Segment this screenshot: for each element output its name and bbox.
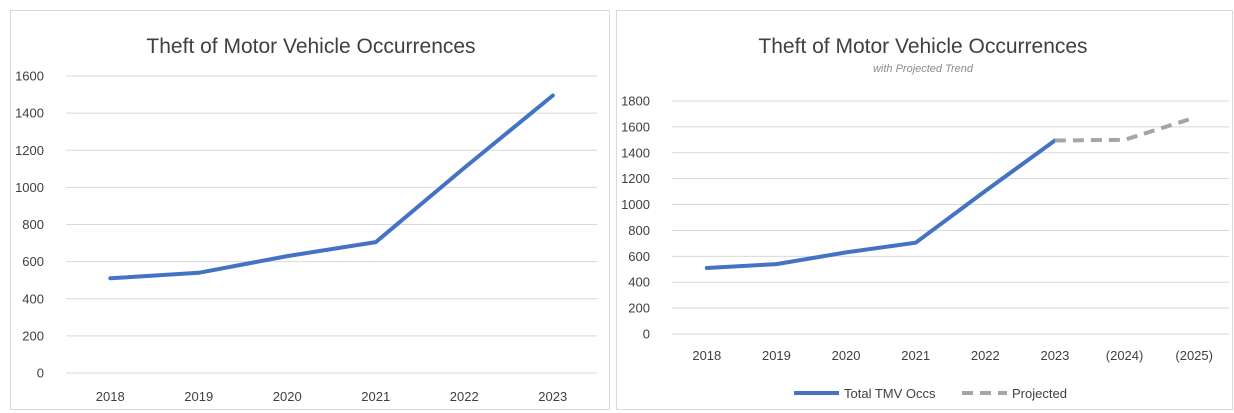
y-tick-label: 800 xyxy=(628,223,650,238)
y-tick-label: 1000 xyxy=(621,197,650,212)
chart-title: Theft of Motor Vehicle Occurrences xyxy=(758,35,1087,58)
y-tick-label: 600 xyxy=(22,254,44,269)
y-tick-label: 1800 xyxy=(621,94,650,109)
x-tick-label: 2018 xyxy=(692,348,721,363)
x-tick-label: 2021 xyxy=(361,389,390,404)
y-tick-label: 400 xyxy=(22,291,44,306)
x-tick-label: (2024) xyxy=(1106,348,1144,363)
x-tick-label: (2025) xyxy=(1175,348,1213,363)
y-tick-label: 1400 xyxy=(15,106,44,121)
x-tick-label: 2021 xyxy=(901,348,930,363)
x-tick-label: 2023 xyxy=(538,389,567,404)
chart-right: Theft of Motor Vehicle Occurrences with … xyxy=(621,35,1229,401)
x-tick-label: 2022 xyxy=(450,389,479,404)
y-tick-label: 1400 xyxy=(621,145,650,160)
y-tick-label: 1000 xyxy=(15,180,44,195)
y-tick-label: 1200 xyxy=(15,143,44,158)
y-tick-label: 0 xyxy=(643,327,650,342)
x-tick-label: 2019 xyxy=(184,389,213,404)
actual-series-line xyxy=(704,138,1057,270)
legend-label: Total TMV Occs xyxy=(844,386,936,401)
chart-panel-right: Theft of Motor Vehicle Occurrences with … xyxy=(616,10,1233,410)
actual-series-line xyxy=(108,93,555,281)
x-tick-label: 2018 xyxy=(96,389,125,404)
chart-subtitle: with Projected Trend xyxy=(873,63,974,75)
chart-panel-left: Theft of Motor Vehicle Occurrences 0 200 4… xyxy=(10,10,610,410)
x-tick-label: 2022 xyxy=(971,348,1000,363)
x-tick-label: 2019 xyxy=(762,348,791,363)
y-tick-label: 1600 xyxy=(621,119,650,134)
chart-title: Theft of Motor Vehicle Occurrences xyxy=(146,35,475,58)
y-tick-label: 1200 xyxy=(621,171,650,186)
y-tick-label: 600 xyxy=(628,249,650,264)
x-tick-label: 2020 xyxy=(273,389,302,404)
y-tick-label: 200 xyxy=(628,301,650,316)
y-tick-label: 1600 xyxy=(15,69,44,84)
y-tick-label: 400 xyxy=(628,275,650,290)
y-tick-label: 0 xyxy=(37,366,44,381)
chart-left: Theft of Motor Vehicle Occurrences 0 200 4… xyxy=(15,35,597,404)
y-tick-label: 800 xyxy=(22,217,44,232)
x-tick-label: 2023 xyxy=(1040,348,1069,363)
chart-legend: Total TMV Occs Projected xyxy=(794,386,1067,401)
x-tick-label: 2020 xyxy=(832,348,861,363)
y-tick-label: 200 xyxy=(22,328,44,343)
legend-label: Projected xyxy=(1012,386,1067,401)
projected-series-line xyxy=(1054,115,1195,143)
